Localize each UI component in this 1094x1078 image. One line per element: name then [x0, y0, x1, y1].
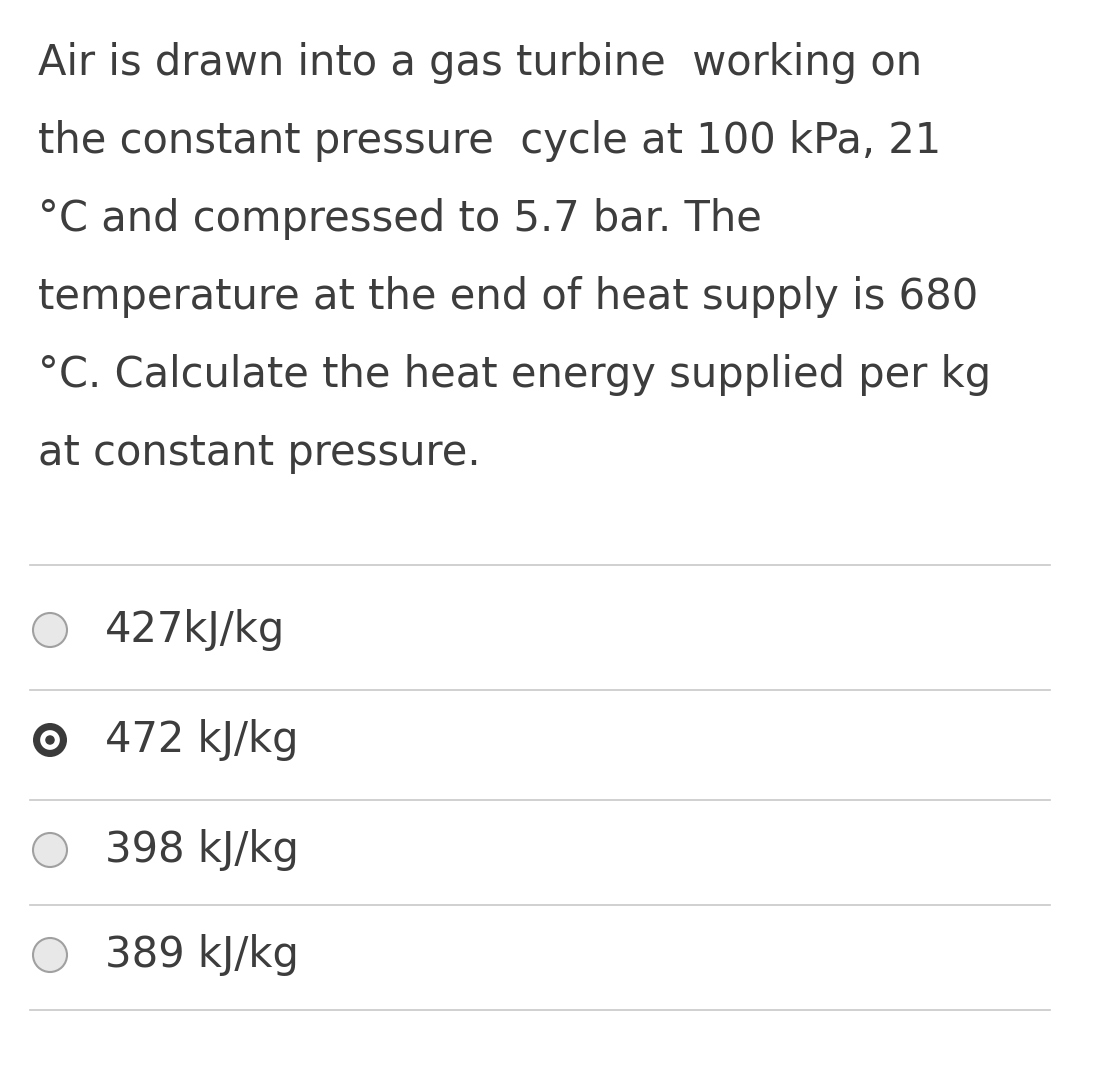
- Text: 398 kJ/kg: 398 kJ/kg: [105, 829, 299, 871]
- Text: at constant pressure.: at constant pressure.: [38, 432, 480, 474]
- Circle shape: [33, 613, 67, 647]
- Circle shape: [33, 723, 67, 757]
- Text: °C. Calculate the heat energy supplied per kg: °C. Calculate the heat energy supplied p…: [38, 354, 991, 396]
- Text: temperature at the end of heat supply is 680: temperature at the end of heat supply is…: [38, 276, 978, 318]
- Text: 389 kJ/kg: 389 kJ/kg: [105, 934, 299, 976]
- Text: °C and compressed to 5.7 bar. The: °C and compressed to 5.7 bar. The: [38, 198, 761, 240]
- Circle shape: [45, 735, 55, 745]
- Circle shape: [33, 833, 67, 867]
- Text: the constant pressure  cycle at 100 kPa, 21: the constant pressure cycle at 100 kPa, …: [38, 120, 941, 162]
- Circle shape: [40, 730, 60, 750]
- Circle shape: [33, 938, 67, 972]
- Text: 472 kJ/kg: 472 kJ/kg: [105, 719, 299, 761]
- Text: 427kJ/kg: 427kJ/kg: [105, 609, 286, 651]
- Text: Air is drawn into a gas turbine  working on: Air is drawn into a gas turbine working …: [38, 42, 922, 84]
